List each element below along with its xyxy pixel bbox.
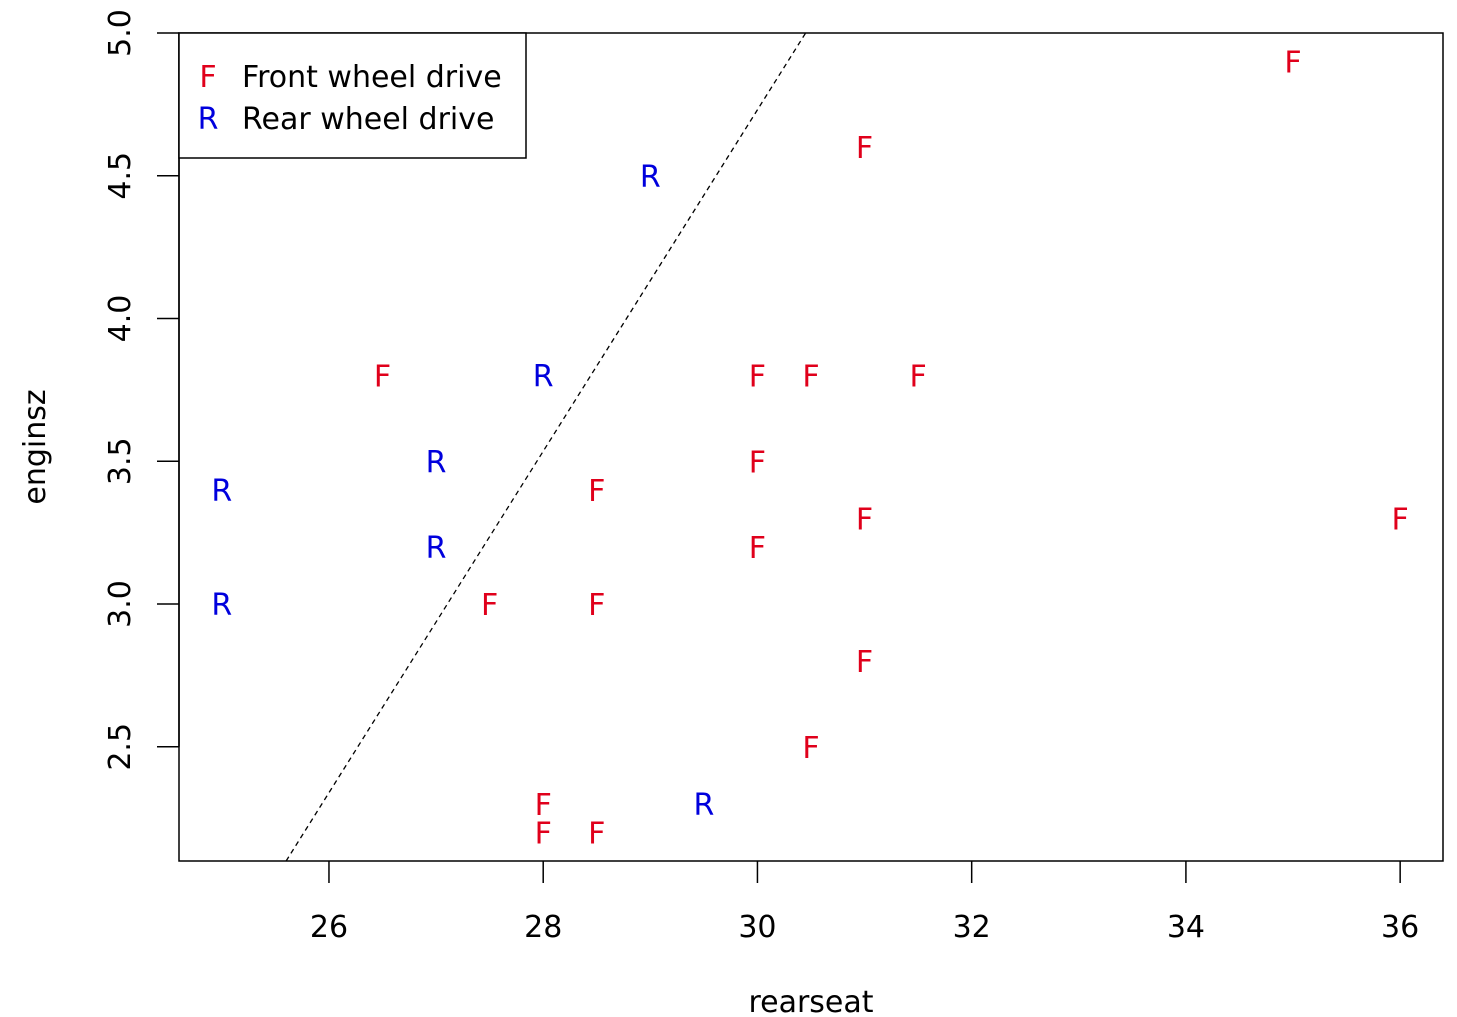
point-front-5: F bbox=[909, 360, 926, 395]
point-front-11: F bbox=[481, 588, 498, 623]
point-front-10: F bbox=[749, 531, 766, 566]
y-tick-label-3.0: 3.0 bbox=[103, 580, 138, 628]
point-front-12: F bbox=[588, 588, 605, 623]
legend-marker-front: F bbox=[199, 60, 216, 95]
point-rear-3: R bbox=[211, 474, 232, 509]
point-front-6: F bbox=[749, 445, 766, 480]
point-front-2: F bbox=[374, 360, 391, 395]
x-tick-label-36: 36 bbox=[1381, 910, 1419, 945]
point-front-13: F bbox=[856, 645, 873, 680]
y-tick-label-3.5: 3.5 bbox=[103, 437, 138, 485]
reference-dashed-line bbox=[285, 32, 807, 862]
legend-box bbox=[178, 32, 527, 159]
point-front-17: F bbox=[588, 816, 605, 851]
x-tick-label-34: 34 bbox=[1167, 910, 1205, 945]
point-rear-6: R bbox=[693, 788, 714, 823]
point-front-15: F bbox=[535, 788, 552, 823]
point-rear-2: R bbox=[426, 445, 447, 480]
point-front-0: F bbox=[1284, 46, 1301, 81]
point-front-1: F bbox=[856, 131, 873, 166]
point-front-3: F bbox=[749, 360, 766, 395]
x-tick-label-32: 32 bbox=[953, 910, 991, 945]
y-axis: 2.5 3.0 3.5 4.0 4.5 5.0 bbox=[103, 9, 180, 771]
x-tick-label-28: 28 bbox=[524, 910, 562, 945]
legend-label-rear: Rear wheel drive bbox=[242, 102, 494, 137]
point-front-4: F bbox=[802, 360, 819, 395]
y-tick-label-2.5: 2.5 bbox=[103, 723, 138, 771]
x-tick-label-30: 30 bbox=[738, 910, 776, 945]
y-axis-label: enginsz bbox=[18, 389, 53, 504]
y-tick-label-5.0: 5.0 bbox=[103, 9, 138, 57]
x-axis: 26 28 30 32 34 36 bbox=[310, 861, 1419, 945]
legend-marker-rear: R bbox=[198, 102, 219, 137]
y-tick-label-4.5: 4.5 bbox=[103, 152, 138, 200]
y-tick-label-4.0: 4.0 bbox=[103, 295, 138, 343]
point-rear-1: R bbox=[533, 360, 554, 395]
point-rear-5: R bbox=[211, 588, 232, 623]
point-rear-0: R bbox=[640, 160, 661, 195]
point-front-7: F bbox=[588, 474, 605, 509]
legend-label-front: Front wheel drive bbox=[242, 60, 502, 95]
point-rear-4: R bbox=[426, 531, 447, 566]
point-front-9: F bbox=[1392, 502, 1409, 537]
point-front-8: F bbox=[856, 502, 873, 537]
point-front-16: F bbox=[535, 816, 552, 851]
x-axis-label: rearseat bbox=[748, 985, 873, 1017]
point-front-14: F bbox=[802, 731, 819, 766]
x-tick-label-26: 26 bbox=[310, 910, 348, 945]
legend: F Front wheel drive R Rear wheel drive bbox=[178, 32, 527, 159]
